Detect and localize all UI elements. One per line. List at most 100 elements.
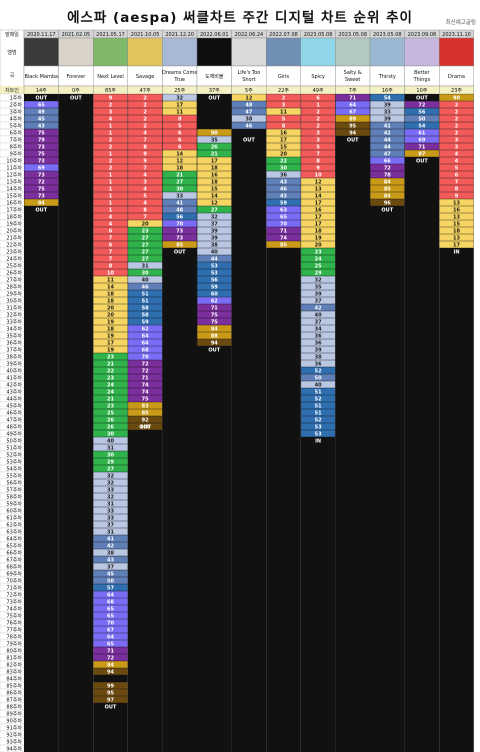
rank-cell (128, 164, 163, 171)
rank-label: 8 (143, 208, 147, 214)
rank-cell (93, 199, 128, 206)
rank-cell (439, 108, 474, 115)
rank-cell (301, 94, 336, 101)
rank-label: 13 (315, 187, 322, 193)
weeks-count: 5주 (245, 88, 253, 94)
rank-label: 12 (315, 180, 322, 186)
rank-cell (93, 227, 128, 234)
corner-label: 최신예고글링 (446, 18, 476, 26)
week-label: 47주차 (6, 416, 22, 423)
song-name-cell (404, 65, 440, 87)
rank-label: 39 (384, 103, 391, 109)
week-label: 21주차 (6, 234, 22, 241)
rank-label: 72 (142, 369, 149, 375)
rank-cell (266, 185, 301, 192)
rank-label: 3 (143, 180, 147, 186)
week-label: 30주차 (6, 297, 22, 304)
rank-label: 84 (384, 194, 391, 200)
week-label: 4주차 (10, 115, 23, 122)
week-label: 56주차 (6, 479, 22, 486)
week-label: 61주차 (6, 514, 22, 521)
week-label: 34주차 (6, 325, 22, 332)
rank-cell (128, 367, 163, 374)
rank-label: 70 (176, 222, 183, 228)
rank-label: 51 (142, 299, 149, 305)
rank-cell (128, 185, 163, 192)
rank-label: 94 (211, 341, 218, 347)
rank-label: 19 (107, 334, 114, 340)
week-label: 83주차 (6, 668, 22, 675)
rank-label: 39 (384, 117, 391, 123)
rank-cell (197, 290, 232, 297)
rank-cell (93, 185, 128, 192)
rank-cell (231, 101, 266, 108)
rank-label: 2 (282, 96, 286, 102)
rank-cell (93, 136, 128, 143)
album-cover (369, 37, 405, 67)
week-label: 67주차 (6, 556, 22, 563)
rank-cell (93, 255, 128, 262)
rank-cell (197, 150, 232, 157)
rank-cell (93, 542, 128, 549)
rank-label: 32 (315, 278, 322, 284)
rank-label: 23 (107, 376, 114, 382)
rank-cell (128, 150, 163, 157)
rank-label: 8 (282, 124, 286, 130)
rank-cell (301, 269, 336, 276)
rank-cell (162, 115, 197, 122)
rank-cell (335, 115, 370, 122)
rank-cell (128, 304, 163, 311)
rank-label: 5 (316, 145, 320, 151)
rank-label: 12 (211, 201, 218, 207)
rank-cell (128, 318, 163, 325)
rank-label: 2 (143, 96, 147, 102)
rank-label: 1 (316, 103, 320, 109)
rank-label: 16 (453, 208, 460, 214)
rank-label: 2 (455, 117, 459, 123)
rank-cell (162, 213, 197, 220)
rank-cell (128, 332, 163, 339)
rank-label: 17 (315, 201, 322, 207)
rank-cell (128, 423, 163, 430)
weeks-count: 22주 (278, 88, 289, 94)
rank-label: 85 (384, 187, 391, 193)
rank-label: 17 (315, 215, 322, 221)
rank-label: 88 (211, 334, 218, 340)
rank-label: 5 (143, 194, 147, 200)
rank-cell (266, 108, 301, 115)
rank-cell (128, 276, 163, 283)
rank-cell (301, 416, 336, 423)
week-label: 54주차 (6, 465, 22, 472)
rank-label: 44 (211, 257, 218, 263)
rank-cell (128, 108, 163, 115)
rank-cell (301, 276, 336, 283)
rank-cell (301, 262, 336, 269)
rank-label: 54 (384, 96, 391, 102)
rank-cell (301, 234, 336, 241)
week-label: 11주차 (6, 164, 22, 171)
week-label: 60주차 (6, 507, 22, 514)
rank-cell (93, 325, 128, 332)
rank-label: 24 (107, 390, 114, 396)
rank-cell (439, 227, 474, 234)
rank-cell (93, 430, 128, 437)
week-label: 71주차 (6, 584, 22, 591)
rank-cell (197, 143, 232, 150)
rank-label: 2 (455, 131, 459, 137)
rank-cell (439, 185, 474, 192)
rank-label: 62 (142, 327, 149, 333)
rank-label: 71 (107, 649, 114, 655)
rank-label: 18 (315, 229, 322, 235)
rank-label: 84 (38, 201, 45, 207)
rank-cell (197, 318, 232, 325)
week-label: 14주차 (6, 185, 22, 192)
rank-label: 50 (107, 579, 114, 585)
rank-cell (266, 101, 301, 108)
rank-label: 72 (38, 180, 45, 186)
rank-label: 6 (178, 145, 182, 151)
rank-cell (93, 311, 128, 318)
rank-cell (301, 108, 336, 115)
rank-cell (370, 129, 405, 136)
rank-label: 85 (176, 243, 183, 249)
release-date: 2023.09.08 (408, 32, 437, 38)
